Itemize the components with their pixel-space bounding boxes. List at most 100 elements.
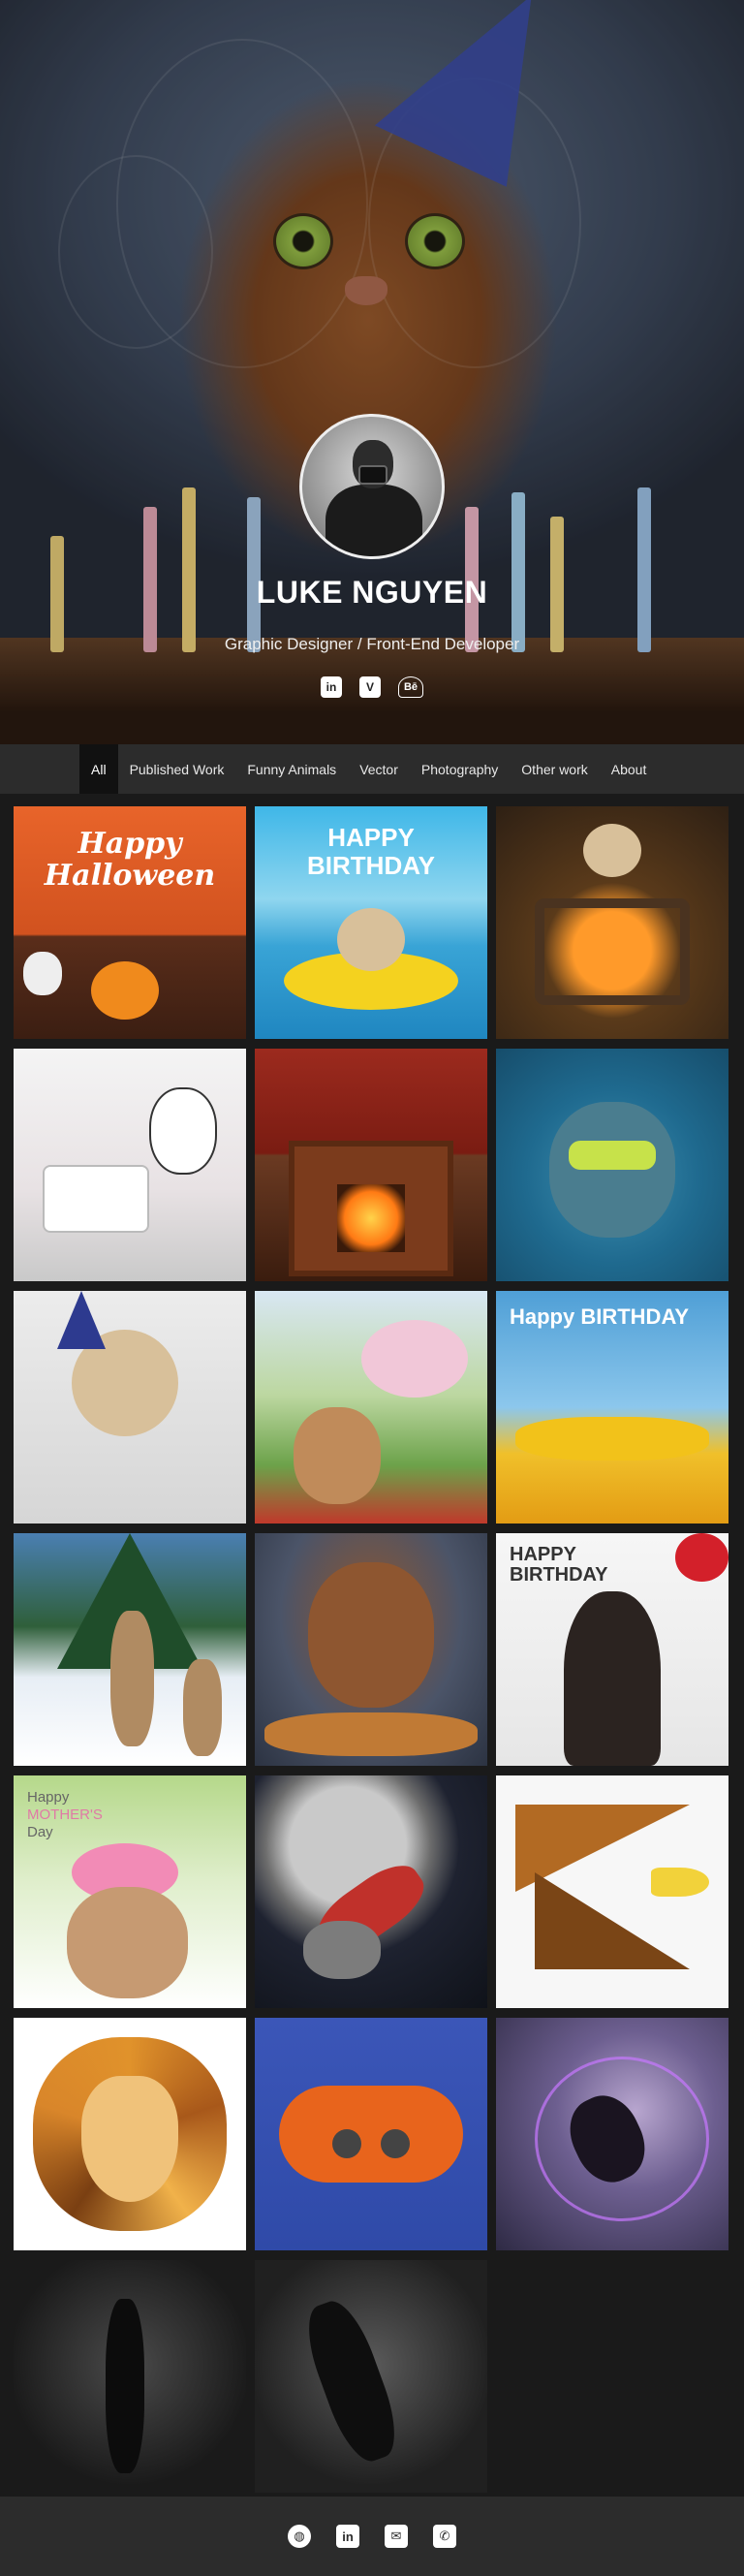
- mail-icon[interactable]: ✉: [385, 2525, 408, 2548]
- gallery-grid: Happy Halloween HAPPY BIRTHDAY: [0, 794, 744, 2493]
- vimeo-icon[interactable]: V: [359, 676, 381, 698]
- gallery-item-meerkats-snow[interactable]: [14, 1533, 246, 1766]
- candle: [512, 492, 525, 652]
- joystick-right: [381, 2129, 410, 2158]
- skull: [23, 952, 62, 995]
- meerkat: [183, 1659, 222, 1756]
- cat-eye-left: [273, 213, 333, 269]
- gallery-item-cat-birthday-cake[interactable]: [255, 1533, 487, 1766]
- gallery-item-halloween-cat[interactable]: Happy Halloween: [14, 806, 246, 1039]
- plane: [515, 1417, 709, 1461]
- pug: [337, 908, 405, 971]
- dancer: [106, 2299, 144, 2473]
- gallery-item-chimp-birthday[interactable]: HAPPY BIRTHDAY: [496, 1533, 728, 1766]
- cat-nose: [345, 276, 388, 305]
- candle: [637, 487, 651, 652]
- light-trail: [535, 2057, 709, 2221]
- dancer: [295, 2293, 408, 2469]
- chimp: [564, 1591, 661, 1766]
- sewing-machine: [43, 1165, 149, 1233]
- nav-item-funny-animals[interactable]: Funny Animals: [247, 761, 337, 777]
- teddy-bear: [67, 1887, 188, 1998]
- cat: [303, 1921, 381, 1979]
- mothers-day-title: Happy MOTHER'S Day: [14, 1789, 246, 1841]
- gallery-item-dancer-bw-1[interactable]: [14, 2260, 246, 2493]
- halloween-title-line2: Halloween: [44, 859, 216, 893]
- lion-face: [81, 2076, 178, 2202]
- gallery-item-game-controller[interactable]: [255, 2018, 487, 2250]
- linkedin-icon[interactable]: in: [336, 2525, 359, 2548]
- candle: [465, 507, 479, 652]
- mothers-day-line1: Happy: [27, 1789, 70, 1806]
- gallery-item-polygon-eagle[interactable]: [496, 1775, 728, 2008]
- cake: [264, 1712, 478, 1756]
- gallery-item-teddy-flowers[interactable]: [255, 1291, 487, 1524]
- goggles: [569, 1141, 656, 1170]
- candle: [182, 487, 196, 652]
- nav-item-all[interactable]: All: [79, 744, 118, 794]
- gallery-item-dancer-light-trail[interactable]: [496, 2018, 728, 2250]
- nav-item-about[interactable]: About: [610, 761, 647, 777]
- gallery-item-mothers-day-teddy[interactable]: Happy MOTHER'S Day: [14, 1775, 246, 2008]
- gallery-item-cat-fireplace[interactable]: [255, 1049, 487, 1281]
- nav-item-vector[interactable]: Vector: [359, 761, 398, 777]
- candle: [143, 507, 157, 652]
- footer: ◍ in ✉ ✆: [0, 2497, 744, 2576]
- linkedin-icon[interactable]: in: [321, 676, 342, 698]
- social-links: in V Bē: [0, 676, 744, 698]
- gallery-item-cat-rocket-moon[interactable]: [255, 1775, 487, 2008]
- phone-icon[interactable]: ✆: [433, 2525, 456, 2548]
- camera-icon: [358, 465, 388, 485]
- controller: [279, 2086, 463, 2183]
- globe-icon[interactable]: ◍: [288, 2525, 311, 2548]
- fire: [337, 1184, 405, 1252]
- gallery-item-pug-tv-fire[interactable]: [496, 806, 728, 1039]
- avatar-body: [326, 485, 422, 556]
- smoke-swirl: [58, 155, 213, 349]
- teddy-bear: [294, 1407, 381, 1504]
- gallery-item-birthday-plane[interactable]: Happy BIRTHDAY: [496, 1291, 728, 1524]
- smoke-swirl: [368, 78, 581, 368]
- gallery-item-pug-party-hat[interactable]: [14, 1291, 246, 1524]
- filter-nav: All Published Work Funny Animals Vector …: [0, 744, 744, 794]
- hero-overlay: [0, 0, 744, 744]
- avatar: [299, 414, 445, 559]
- nav-item-published-work[interactable]: Published Work: [129, 761, 225, 777]
- candle: [247, 497, 261, 652]
- gallery-item-polygon-lion[interactable]: [14, 2018, 246, 2250]
- cat: [549, 1102, 675, 1238]
- halloween-title: Happy Halloween: [14, 828, 246, 892]
- birthday-pool-title: HAPPY BIRTHDAY: [255, 824, 487, 879]
- cat-eye-right: [405, 213, 465, 269]
- candle: [50, 536, 64, 652]
- flowers: [361, 1320, 468, 1398]
- mothers-day-line3: Day: [27, 1824, 53, 1840]
- birthday-pool-line2: BIRTHDAY: [307, 850, 435, 880]
- candle: [550, 517, 564, 652]
- profile-subtitle: Graphic Designer / Front-End Developer: [224, 635, 520, 653]
- mothers-day-line2: MOTHER'S: [27, 1806, 103, 1823]
- gallery-item-dalmatian-sewing[interactable]: [14, 1049, 246, 1281]
- dalmatian: [149, 1087, 217, 1175]
- gallery-item-dancer-bw-2[interactable]: [255, 2260, 487, 2493]
- profile-name: LUKE NGUYEN: [256, 575, 488, 610]
- party-hat: [57, 1291, 106, 1349]
- pug: [583, 824, 641, 877]
- behance-icon[interactable]: Bē: [398, 676, 423, 698]
- eagle-beak: [651, 1868, 709, 1897]
- nav-item-other-work[interactable]: Other work: [521, 761, 588, 777]
- joystick-left: [332, 2129, 361, 2158]
- pumpkin: [91, 961, 159, 1020]
- hero-banner: LUKE NGUYEN Graphic Designer / Front-End…: [0, 0, 744, 744]
- gallery-item-cat-scuba[interactable]: [496, 1049, 728, 1281]
- birthday-pool-line1: HAPPY: [327, 823, 415, 852]
- nav-item-photography[interactable]: Photography: [420, 761, 499, 777]
- cat: [308, 1562, 434, 1708]
- meerkat: [110, 1611, 154, 1746]
- tv-frame: [535, 898, 690, 1005]
- gallery-item-birthday-pug-pool[interactable]: HAPPY BIRTHDAY: [255, 806, 487, 1039]
- birthday-plane-title: Happy BIRTHDAY: [510, 1304, 689, 1329]
- paint-splash: [675, 1533, 728, 1582]
- halloween-title-line1: Happy: [78, 827, 182, 861]
